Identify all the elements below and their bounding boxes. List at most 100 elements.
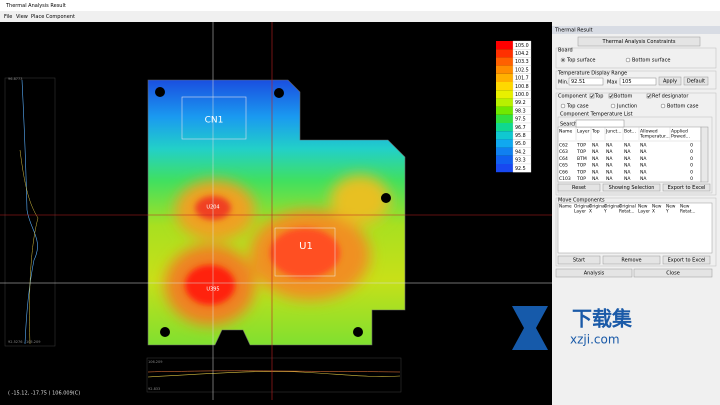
column-header: Original xyxy=(604,204,621,210)
shape: Thermal Analysis Result File View Place Com… xyxy=(4,3,713,397)
remove-button-label[interactable]: Remove xyxy=(621,258,641,264)
bottom-profile-curve-2 xyxy=(147,370,401,373)
remove-button[interactable] xyxy=(602,255,661,265)
default-button[interactable] xyxy=(683,76,709,86)
column-header: Bot... xyxy=(624,129,636,135)
legend-swatch xyxy=(496,139,513,148)
legend-swatch xyxy=(496,57,513,66)
table-cell: C103 xyxy=(559,176,571,182)
radio[interactable] xyxy=(625,57,631,63)
column-header: Name xyxy=(559,204,572,210)
component-group xyxy=(555,92,717,196)
showing-selection-button-label[interactable]: Showing Selection xyxy=(609,185,655,191)
checkbox-label: Top xyxy=(594,94,603,100)
field-label: Min. xyxy=(558,80,569,86)
checkbox-label: Ref designator xyxy=(652,94,689,100)
radio[interactable] xyxy=(660,103,666,109)
legend-swatch xyxy=(496,65,513,74)
radio-label: Top case xyxy=(566,104,589,110)
column-header: Layer xyxy=(577,129,590,135)
radio-label: Top surface xyxy=(566,58,596,64)
legend-swatch xyxy=(496,131,513,140)
menu-item[interactable]: File xyxy=(4,14,12,20)
table-cell: NA xyxy=(640,149,647,155)
apply-button-label[interactable]: Apply xyxy=(663,79,677,85)
min-input[interactable] xyxy=(568,77,604,86)
analysis-button[interactable] xyxy=(555,268,633,278)
column-header: Rotat... xyxy=(680,209,696,215)
close-button-label[interactable]: Close xyxy=(666,271,680,277)
table-cell: NA xyxy=(606,149,613,155)
group-label: Temperature Display Range xyxy=(557,71,627,77)
max-input[interactable] xyxy=(619,77,657,86)
checkbox[interactable] xyxy=(589,93,595,99)
table-cell: NA xyxy=(640,143,647,149)
export-button[interactable] xyxy=(662,183,711,192)
close-button[interactable] xyxy=(633,268,713,278)
legend-value: 105.0 xyxy=(515,43,529,49)
checkbox-tick xyxy=(590,94,594,98)
left-profile-curve-2 xyxy=(19,149,39,345)
table-cell: TOP xyxy=(576,149,586,155)
table-cell: NA xyxy=(624,149,631,155)
column-header: X xyxy=(652,209,655,215)
column-header: Y xyxy=(665,209,669,215)
apply-button[interactable] xyxy=(658,76,682,86)
analysis-button-label[interactable]: Analysis xyxy=(584,271,605,277)
profile-label: 92.5276 - 105.209 xyxy=(8,340,40,344)
start-button-label[interactable]: Start xyxy=(573,258,585,264)
radio[interactable] xyxy=(560,103,566,109)
column-header: Original xyxy=(619,204,636,210)
table-cell: BTM xyxy=(577,156,587,162)
legend-swatch xyxy=(496,114,513,123)
panel-title: Thermal Result xyxy=(554,28,593,34)
watermark-site: xzji.com xyxy=(570,333,620,347)
table-cell: NA xyxy=(592,176,599,182)
legend-value: 93.3 xyxy=(515,158,526,164)
table-cell: C64 xyxy=(559,156,568,162)
legend-swatch xyxy=(496,147,513,156)
reset-button[interactable] xyxy=(557,183,601,192)
legend-swatch xyxy=(496,73,513,82)
legend-swatch xyxy=(496,90,513,99)
legend-value: 99.2 xyxy=(515,100,526,106)
table-cell: C63 xyxy=(559,149,568,155)
constraints-button-label[interactable]: Thermal Analysis Constraints xyxy=(602,39,676,45)
field-label: Search xyxy=(560,122,577,128)
menu-item[interactable]: Place Component xyxy=(31,14,75,20)
table-cell: C62 xyxy=(559,143,568,149)
column-header: Junct... xyxy=(605,129,622,135)
column-header: Temperatur... xyxy=(639,134,670,140)
table-cell: 0 xyxy=(690,156,693,162)
export-button[interactable] xyxy=(662,255,711,265)
table-cell: 0 xyxy=(690,176,693,182)
default-button-label[interactable]: Default xyxy=(687,79,705,85)
showing-selection-button[interactable] xyxy=(602,183,661,192)
column-header: Layer xyxy=(574,209,586,215)
legend-value: 95.8 xyxy=(515,133,526,139)
reset-button-label[interactable]: Reset xyxy=(572,185,586,191)
search-input[interactable] xyxy=(575,119,625,128)
start-button[interactable] xyxy=(557,255,601,265)
column-header: Powed... xyxy=(671,134,690,140)
min-input-value[interactable]: 92.51 xyxy=(571,79,585,85)
radio[interactable] xyxy=(610,103,616,109)
component-label: U204 xyxy=(206,205,219,211)
checkbox[interactable] xyxy=(608,93,614,99)
legend-swatch xyxy=(496,82,513,91)
table-cell: TOP xyxy=(576,169,586,175)
column-header: Layer xyxy=(638,209,650,215)
menu-item[interactable]: View xyxy=(16,14,28,20)
constraints-button[interactable] xyxy=(577,36,701,47)
checkbox-tick xyxy=(647,94,651,98)
table-cell: NA xyxy=(624,163,631,169)
scrollbar xyxy=(700,126,709,183)
checkbox[interactable] xyxy=(646,93,652,99)
export-button-label[interactable]: Export to Excel xyxy=(668,258,706,264)
legend-swatch xyxy=(496,123,513,132)
table-cell: NA xyxy=(624,169,631,175)
export-button-label[interactable]: Export to Excel xyxy=(668,185,706,191)
max-input-value[interactable]: 105 xyxy=(622,79,632,85)
legend-value: 95.0 xyxy=(515,141,526,147)
table-cell: NA xyxy=(606,169,613,175)
